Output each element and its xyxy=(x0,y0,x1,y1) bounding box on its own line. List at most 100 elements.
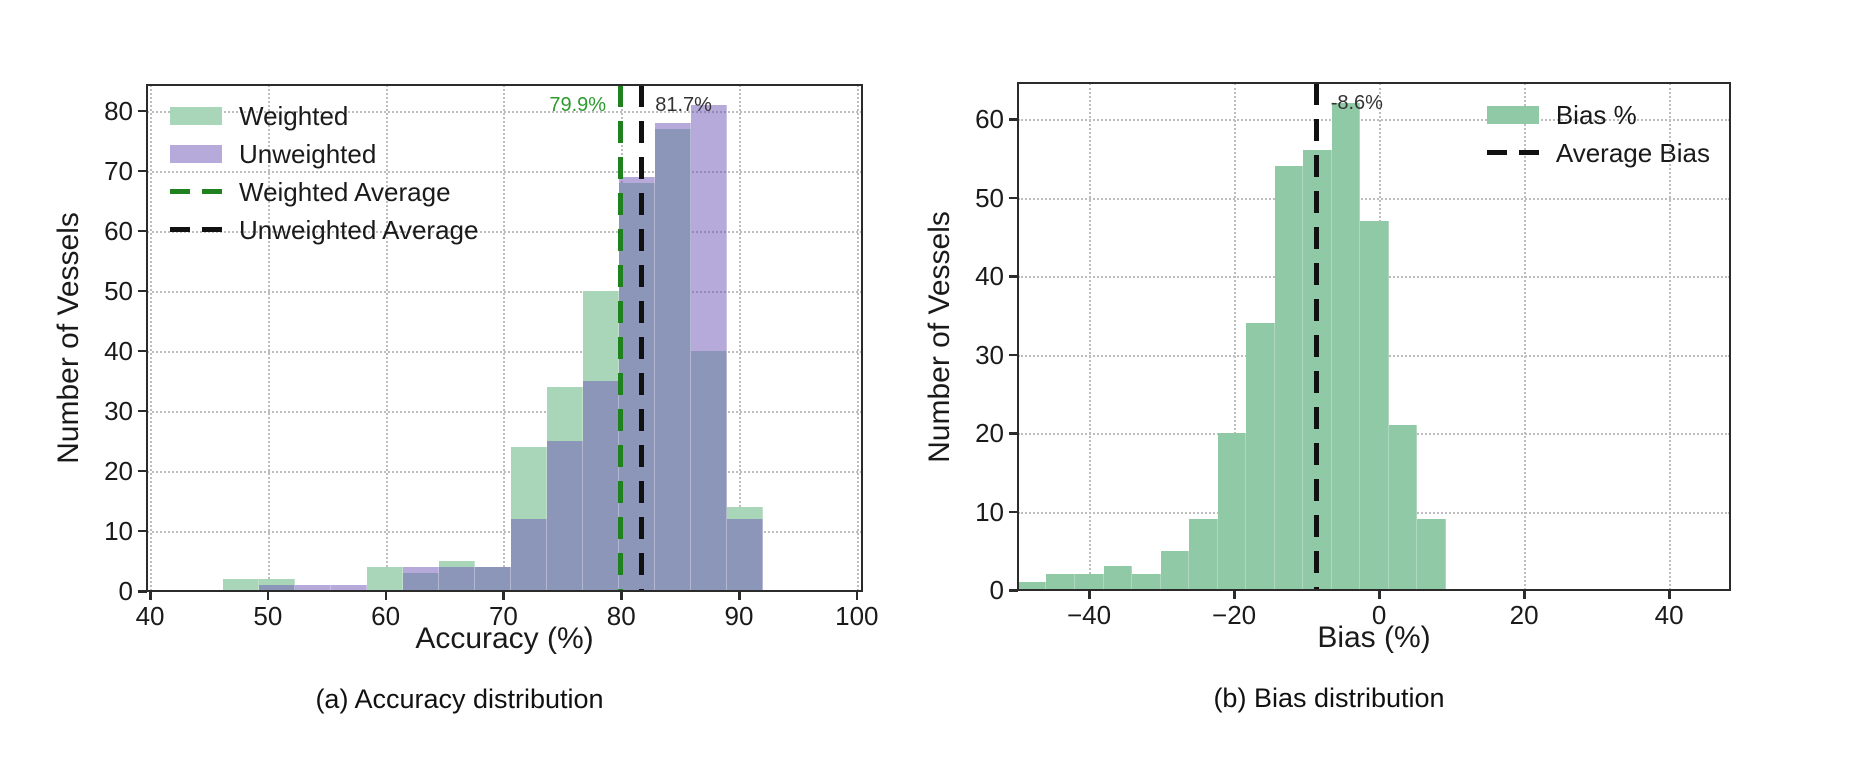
subplot-caption: (b) Bias distribution xyxy=(1213,683,1445,713)
bar-weighted-11 xyxy=(618,182,655,591)
bar-unweighted-14 xyxy=(726,518,763,591)
x-gridline xyxy=(1234,83,1237,590)
y-gridline xyxy=(1018,354,1730,357)
vline-label-weighted-average: 79.9% xyxy=(549,94,607,116)
vline-label-average-bias: -8.6% xyxy=(1330,92,1383,114)
legend-swatch-dashed-line xyxy=(170,227,222,232)
y-gridline xyxy=(147,230,862,233)
y-tick-label: 10 xyxy=(975,496,1004,527)
y-tick-mark xyxy=(138,529,147,533)
x-tick-mark xyxy=(1088,590,1091,599)
x-tick-label: 40 xyxy=(1654,600,1684,630)
bar-bias-4 xyxy=(1132,574,1161,590)
bar-unweighted-13 xyxy=(690,104,727,591)
x-tick-mark xyxy=(384,591,388,600)
y-tick-mark xyxy=(1009,196,1018,200)
y-tick-mark xyxy=(138,289,147,293)
bar-bias-10 xyxy=(1303,150,1332,590)
bar-unweighted-5 xyxy=(402,566,439,591)
vline-unweighted-average xyxy=(638,85,644,591)
bar-bias-0 xyxy=(1018,582,1047,590)
y-tick-label: 80 xyxy=(104,95,133,126)
legend-item-label: Unweighted Average xyxy=(239,214,479,245)
legend-item-weighted-average: Weighted Average xyxy=(170,178,478,205)
bar-bias-1 xyxy=(1046,574,1076,590)
ticks-layer: −40 −20 0 20 40 0 10 20 30 40 50 60 xyxy=(975,83,1730,628)
x-gridline xyxy=(1524,83,1527,590)
bar-weighted-13 xyxy=(690,350,727,591)
x-tick-label: 90 xyxy=(724,601,754,631)
plot-area-accuracy: 40 50 60 70 80 90 100 0 10 20 30 40 50 60 70 80 79.9% 81… xyxy=(52,84,879,713)
grid-layer xyxy=(1018,83,1730,590)
y-tick-label: 40 xyxy=(975,261,1004,292)
x-tick-label: −40 xyxy=(1066,600,1112,630)
bar-unweighted-12 xyxy=(654,122,691,591)
legend: Weighted Unweighted Weighted Average Unweig… xyxy=(170,102,478,243)
x-gridline xyxy=(503,85,506,591)
y-gridline xyxy=(147,470,862,473)
bar-weighted-0 xyxy=(223,578,260,591)
bar-bias-8 xyxy=(1246,323,1275,590)
x-gridline xyxy=(1669,83,1672,590)
bar-unweighted-10 xyxy=(582,380,619,591)
y-tick-mark xyxy=(138,590,147,593)
y-tick-mark xyxy=(138,469,147,473)
x-tick-mark xyxy=(149,591,152,600)
x-tick-mark xyxy=(1668,590,1671,599)
vline-label-unweighted-average: 81.7% xyxy=(655,94,712,116)
bar-weighted-7 xyxy=(474,566,511,591)
y-tick-label: 40 xyxy=(104,335,133,366)
plot-border xyxy=(1017,82,1731,591)
y-gridline xyxy=(1018,276,1730,279)
y-tick-mark xyxy=(1009,432,1018,435)
bar-bias-13 xyxy=(1388,425,1418,590)
bar-bias-14 xyxy=(1417,519,1446,590)
x-gridline xyxy=(150,85,153,591)
x-tick-label: 40 xyxy=(135,601,165,631)
legend-swatch-patch xyxy=(1486,105,1539,124)
legend-swatch-patch xyxy=(170,106,222,125)
ticks-layer: 40 50 60 70 80 90 100 0 10 20 30 40 50 60 70 80 xyxy=(104,85,878,629)
bar-unweighted-11 xyxy=(618,176,655,591)
bar-unweighted-7 xyxy=(474,566,511,591)
bar-bias-2 xyxy=(1075,574,1104,590)
legend-item-label: Weighted xyxy=(239,100,349,131)
y-tick-mark xyxy=(138,169,147,173)
x-tick-mark xyxy=(738,591,741,600)
x-tick-mark xyxy=(1378,590,1381,599)
bar-bias-12 xyxy=(1360,221,1389,590)
y-tick-label: 10 xyxy=(104,515,133,546)
x-gridline xyxy=(621,85,624,591)
bars-layer xyxy=(1018,83,1730,590)
legend-swatch-dashed-line xyxy=(170,189,222,194)
y-gridline xyxy=(1018,511,1730,514)
bar-bias-11 xyxy=(1331,103,1361,590)
x-tick-mark xyxy=(1233,590,1236,599)
vlines-layer xyxy=(1018,83,1730,590)
y-tick-mark xyxy=(138,109,147,113)
y-tick-mark xyxy=(138,409,147,413)
bar-weighted-10 xyxy=(582,290,619,591)
y-tick-mark xyxy=(1009,275,1018,278)
legend-item-label: Weighted Average xyxy=(239,176,451,207)
y-tick-label: 20 xyxy=(104,455,133,486)
y-tick-label: 60 xyxy=(975,104,1004,135)
bar-bias-5 xyxy=(1160,550,1190,590)
bar-unweighted-1 xyxy=(259,584,296,591)
bar-weighted-9 xyxy=(546,386,583,591)
x-tick-label: 70 xyxy=(488,601,518,631)
vline-weighted-average xyxy=(617,85,623,591)
legend-item-label: Unweighted xyxy=(239,138,377,169)
y-gridline xyxy=(147,410,862,413)
bar-weighted-5 xyxy=(402,572,439,591)
y-tick-mark xyxy=(138,349,147,353)
y-gridline xyxy=(1018,197,1730,200)
bar-unweighted-6 xyxy=(438,566,475,591)
x-tick-label: −20 xyxy=(1212,600,1257,630)
grid-layer xyxy=(147,85,862,591)
x-tick-mark xyxy=(266,591,270,600)
legend-item-average-bias: Average Bias xyxy=(1486,139,1710,166)
bar-weighted-14 xyxy=(726,506,763,591)
bar-weighted-12 xyxy=(654,128,691,591)
